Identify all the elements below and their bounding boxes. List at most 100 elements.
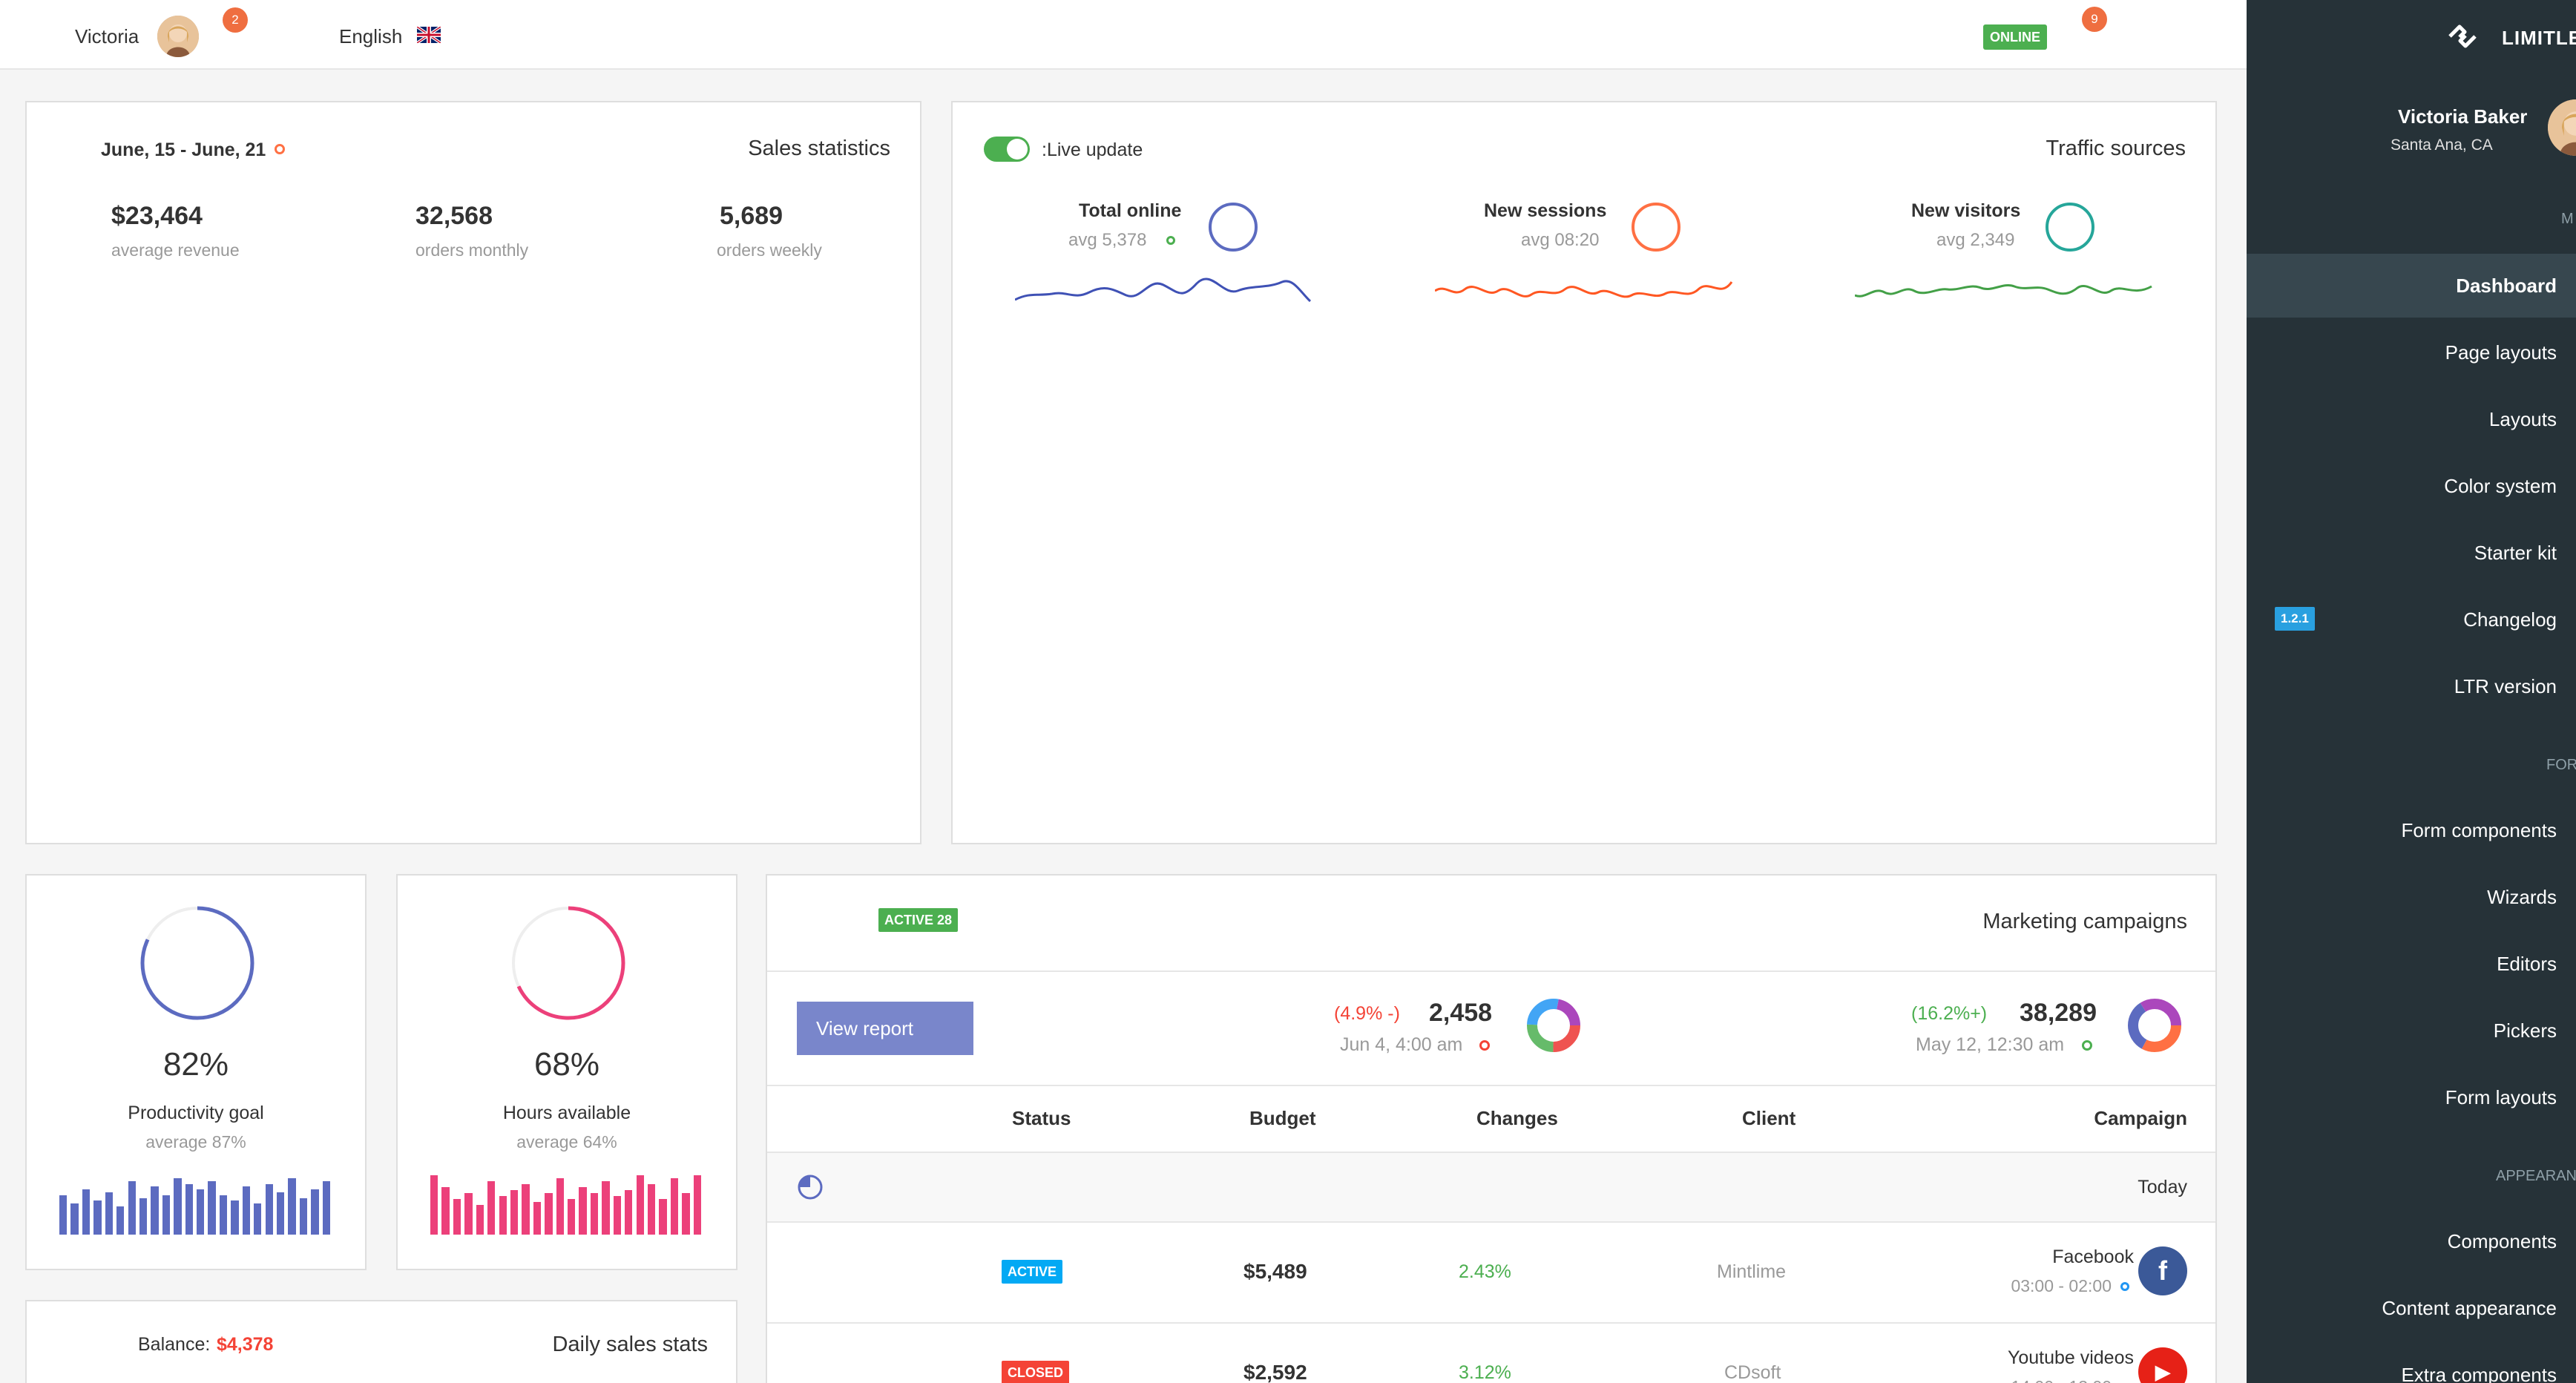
bar	[219, 1195, 228, 1235]
sidebar-user-name[interactable]: Victoria Baker	[2398, 105, 2528, 128]
summary-value: 2,458	[1429, 999, 1493, 1027]
campaign-name[interactable]: Youtube videos	[2007, 1347, 2134, 1368]
sidebar-item-content-appearance[interactable]: Content appearance	[2382, 1297, 2557, 1319]
sidebar-item-pickers[interactable]: Pickers	[2493, 1019, 2557, 1042]
language-selector[interactable]: English	[339, 25, 403, 47]
changes-cell: 2.43%	[1459, 1261, 1511, 1282]
divider	[767, 1085, 2215, 1086]
facebook-icon[interactable]: f	[2138, 1246, 2187, 1295]
bar	[93, 1200, 102, 1235]
top-navbar: Victoria 2 English ONLINE 9	[0, 0, 2247, 70]
divider	[767, 970, 2215, 972]
bar	[693, 1175, 701, 1235]
productivity-sub: average 87%	[145, 1132, 246, 1152]
brand-logo-icon	[2448, 24, 2477, 48]
youtube-icon[interactable]: ▶	[2138, 1347, 2187, 1383]
stat-value: 32,568	[415, 202, 493, 230]
summary-change: (4.9% -)	[1334, 1003, 1400, 1024]
divider	[767, 1322, 2215, 1324]
bar	[288, 1178, 296, 1235]
pie-chart-icon	[798, 1175, 823, 1200]
bar	[464, 1193, 473, 1235]
hours-label: Hours available	[502, 1103, 631, 1123]
column-header-client[interactable]: Client	[1742, 1107, 1796, 1129]
changelog-version-badge: 1.2.1	[2275, 607, 2315, 631]
column-header-budget[interactable]: Budget	[1249, 1107, 1316, 1129]
sidebar-item-components[interactable]: Components	[2447, 1230, 2557, 1252]
bar	[128, 1180, 136, 1235]
hours-progress-ring	[511, 906, 625, 1020]
sidebar-item-color-system[interactable]: Color system	[2444, 475, 2557, 497]
table-row[interactable]: ACTIVE $5,489 2.43% Mintlime Facebook 03…	[767, 1223, 2215, 1322]
status-dot-icon	[1479, 1040, 1490, 1051]
sidebar-item-wizards[interactable]: Wizards	[2487, 886, 2557, 908]
bar	[602, 1181, 610, 1235]
column-header-status[interactable]: Status	[1012, 1107, 1071, 1129]
bar	[533, 1202, 542, 1235]
bar	[487, 1181, 496, 1235]
user-notification-badge: 2	[223, 7, 248, 33]
budget-cell: $2,592	[1243, 1361, 1307, 1383]
sidebar-item-form-components[interactable]: Form components	[2401, 819, 2557, 841]
status-badge: CLOSED	[1002, 1361, 1070, 1383]
bar	[59, 1195, 68, 1235]
sidebar-item-starter-kit[interactable]: Starter kit	[2474, 542, 2557, 564]
traffic-label: Total online	[1079, 200, 1182, 221]
productivity-label: Productivity goal	[128, 1103, 264, 1123]
sidebar-user-location: Santa Ana, CA	[2391, 137, 2493, 154]
bar	[82, 1189, 91, 1235]
progress-ring	[1209, 203, 1258, 252]
productivity-bar-chart	[59, 1178, 334, 1235]
bar	[174, 1178, 182, 1235]
marketing-campaigns-card: ACTIVE 28 Marketing campaigns View repor…	[766, 874, 2217, 1383]
sidebar-item-layouts[interactable]: Layouts	[2488, 408, 2557, 430]
sidebar-item-changelog[interactable]: Changelog	[2463, 608, 2557, 631]
bar	[441, 1187, 450, 1235]
summary-change: (16.2%+)	[1911, 1003, 1988, 1024]
campaign-time: 14:00 - 13:00	[2011, 1377, 2112, 1383]
live-update-toggle[interactable]	[984, 137, 1030, 162]
sidebar-item-dashboard[interactable]: Dashboard	[2456, 275, 2557, 297]
sidebar-item-page-layouts[interactable]: Page layouts	[2445, 341, 2557, 364]
sidebar-section-appearance: APPEARAN	[2496, 1168, 2576, 1184]
view-report-button[interactable]: View report	[797, 1002, 973, 1055]
daily-sales-card: Balance: $4,378 Daily sales stats	[25, 1300, 737, 1383]
bar	[299, 1198, 308, 1235]
sidebar-user-avatar[interactable]	[2548, 99, 2576, 156]
user-avatar[interactable]	[157, 16, 199, 57]
summary-date: Jun 4, 4:00 am	[1340, 1034, 1463, 1055]
sidebar-item-extra-components[interactable]: Extra components	[2401, 1364, 2557, 1383]
sidebar-item-ltr-version[interactable]: LTR version	[2454, 675, 2557, 697]
column-header-campaign[interactable]: Campaign	[2094, 1107, 2187, 1129]
bar	[116, 1206, 125, 1235]
sidebar-active-highlight	[2247, 254, 2576, 318]
traffic-sub: avg 2,349	[1936, 230, 2015, 250]
bar	[139, 1198, 148, 1235]
traffic-sub: avg 5,378	[1068, 230, 1147, 250]
user-menu-name[interactable]: Victoria	[75, 25, 139, 47]
brand-name[interactable]: LIMITLE	[2502, 27, 2576, 49]
table-row[interactable]: CLOSED $2,592 3.12% CDsoft Youtube video…	[767, 1324, 2215, 1383]
summary-donut-chart	[2128, 999, 2181, 1052]
bar	[70, 1203, 79, 1235]
status-dot-icon	[2082, 1040, 2092, 1051]
sidebar-item-form-layouts[interactable]: Form layouts	[2445, 1086, 2557, 1108]
stat-label: average revenue	[111, 240, 240, 260]
notification-badge[interactable]: 9	[2082, 7, 2107, 32]
date-range[interactable]: June, 15 - June, 21	[101, 139, 266, 160]
campaign-name[interactable]: Facebook	[2052, 1246, 2134, 1267]
bar	[590, 1193, 599, 1235]
stat-value: 5,689	[720, 202, 783, 230]
hours-available-card: 68% Hours available average 64%	[396, 874, 737, 1270]
campaign-time: 03:00 - 02:00	[2011, 1276, 2112, 1295]
hours-sub: average 64%	[516, 1132, 617, 1152]
bar	[265, 1183, 273, 1235]
bar	[510, 1190, 519, 1235]
progress-ring	[1632, 203, 1680, 252]
bar	[579, 1187, 587, 1235]
status-dot-icon	[2120, 1282, 2129, 1291]
column-header-changes[interactable]: Changes	[1476, 1107, 1558, 1129]
budget-cell: $5,489	[1243, 1260, 1307, 1283]
sidebar-item-editors[interactable]: Editors	[2497, 953, 2557, 975]
card-title: Daily sales stats	[552, 1333, 708, 1356]
